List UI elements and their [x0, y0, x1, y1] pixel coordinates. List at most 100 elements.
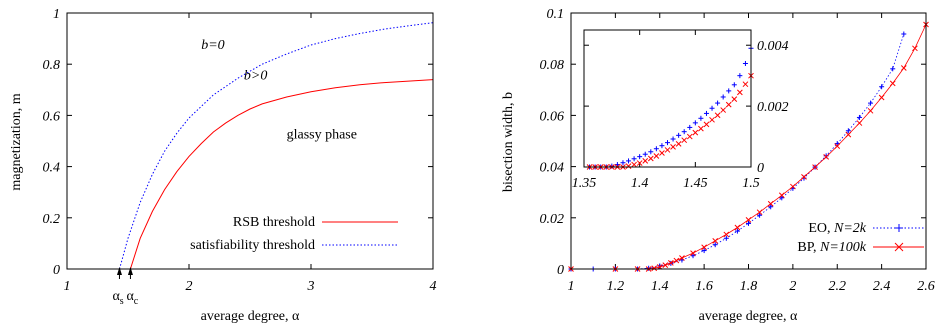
inset-x-ticks: 1.35 1.4 1.45 1.5 [572, 30, 760, 191]
legend-eo-marker [895, 224, 903, 232]
data-point [742, 81, 749, 88]
y-tick-label: 0.8 [43, 58, 61, 73]
data-point [723, 231, 730, 238]
plot-frame [570, 12, 927, 270]
data-point [856, 114, 862, 120]
legend-bp-prefix: BP, [797, 240, 820, 255]
legend-bp-marker [894, 242, 904, 252]
annotation-glassy-phase: glassy phase [287, 127, 357, 142]
y-ticks: 0 0.02 0.04 0.06 0.08 0.1 [540, 7, 926, 278]
inset-frame [583, 29, 752, 168]
magnetization-chart: 1 2 3 4 0 0.2 0.4 0.6 0.8 1 average degree, α ma… [9, 7, 437, 324]
data-point [714, 112, 721, 119]
data-point [890, 66, 896, 72]
data-point [845, 128, 851, 134]
data-point [712, 237, 719, 244]
inset-series-points [586, 45, 754, 170]
data-point [690, 253, 696, 259]
data-point [734, 228, 740, 234]
data-point [767, 200, 774, 207]
y-tick-label: 0.4 [43, 161, 61, 176]
data-point [823, 153, 829, 159]
data-point [834, 143, 841, 149]
data-point [690, 250, 696, 256]
data-point [637, 154, 643, 160]
data-point [679, 255, 685, 261]
data-point [651, 265, 658, 272]
data-point [756, 209, 763, 216]
data-point [790, 183, 796, 190]
data-point [670, 136, 676, 142]
data-point [648, 149, 654, 155]
legend-eo-prefix: EO, [808, 221, 834, 236]
data-point [676, 132, 682, 138]
bisection-width-chart: 1 1.2 1.4 1.6 1.8 2 2.2 2.4 2.6 0 0.02 0.04 0.06 0.0… [501, 7, 935, 324]
legend-bp-label: BP, N=100k [797, 240, 866, 255]
data-point [675, 141, 682, 147]
data-point [620, 160, 626, 166]
series-line-1 [119, 22, 434, 270]
data-point [878, 94, 885, 101]
legend-bp-n: N=100k [819, 240, 867, 255]
alpha-c-main: α [126, 289, 134, 304]
data-point [889, 80, 896, 87]
data-point [801, 173, 807, 180]
data-point [845, 131, 852, 138]
x-tick-label: 2.2 [829, 279, 847, 294]
y-tick-label: 1 [53, 7, 60, 22]
legend-sat-label: satisfiability threshold [190, 238, 315, 253]
data-point [726, 88, 732, 94]
alpha-c-label: αc [126, 289, 138, 307]
y-tick-label: 0.004 [757, 39, 789, 54]
data-point [646, 265, 652, 271]
y-tick-label: 0 [53, 263, 60, 278]
x-tick-label: 1 [568, 279, 575, 294]
data-point [670, 144, 676, 150]
alpha-s-label: αs [112, 289, 123, 307]
data-point [659, 143, 665, 149]
data-point [659, 150, 665, 156]
data-point [647, 155, 654, 162]
alpha-s-sub: s [120, 296, 124, 307]
y-tick-label: 0.2 [43, 212, 61, 227]
series-line-0 [129, 79, 434, 270]
data-point [636, 160, 643, 166]
data-point [812, 164, 818, 170]
y-axis-label: magnetization, m [9, 93, 24, 190]
y-tick-label: 0 [757, 161, 764, 176]
data-point [912, 45, 918, 52]
data-point [734, 224, 741, 231]
data-point [731, 82, 737, 88]
data-point [701, 244, 707, 251]
data-point [723, 235, 729, 241]
y-tick-label: 0.06 [540, 109, 565, 124]
data-point [642, 151, 648, 157]
data-point [867, 107, 874, 114]
x-tick-label: 2.6 [917, 279, 935, 294]
alpha-s-main: α [112, 289, 120, 304]
plot-frame [66, 12, 434, 270]
data-point [737, 89, 743, 96]
data-point [856, 120, 863, 126]
data-point [709, 105, 715, 111]
data-point [626, 158, 632, 164]
data-point [868, 100, 874, 106]
x-tick-label: 1 [64, 279, 71, 294]
data-point [731, 96, 738, 102]
data-point [681, 137, 688, 144]
x-tick-label: 1.4 [631, 176, 649, 191]
data-point [687, 124, 693, 130]
x-tick-label: 2.4 [873, 279, 891, 294]
data-point [664, 147, 671, 153]
alpha-c-sub: c [134, 296, 139, 307]
x-tick-label: 1.2 [607, 279, 625, 294]
legend-eo-label: EO, N=2k [808, 221, 866, 236]
x-tick-label: 1.8 [740, 279, 758, 294]
data-point [779, 195, 785, 201]
data-point [746, 220, 751, 226]
y-tick-label: 0 [557, 263, 564, 278]
data-point [737, 73, 743, 79]
y-tick-label: 0.6 [43, 109, 61, 124]
y-tick-label: 0.04 [540, 161, 565, 176]
data-point [653, 153, 660, 159]
